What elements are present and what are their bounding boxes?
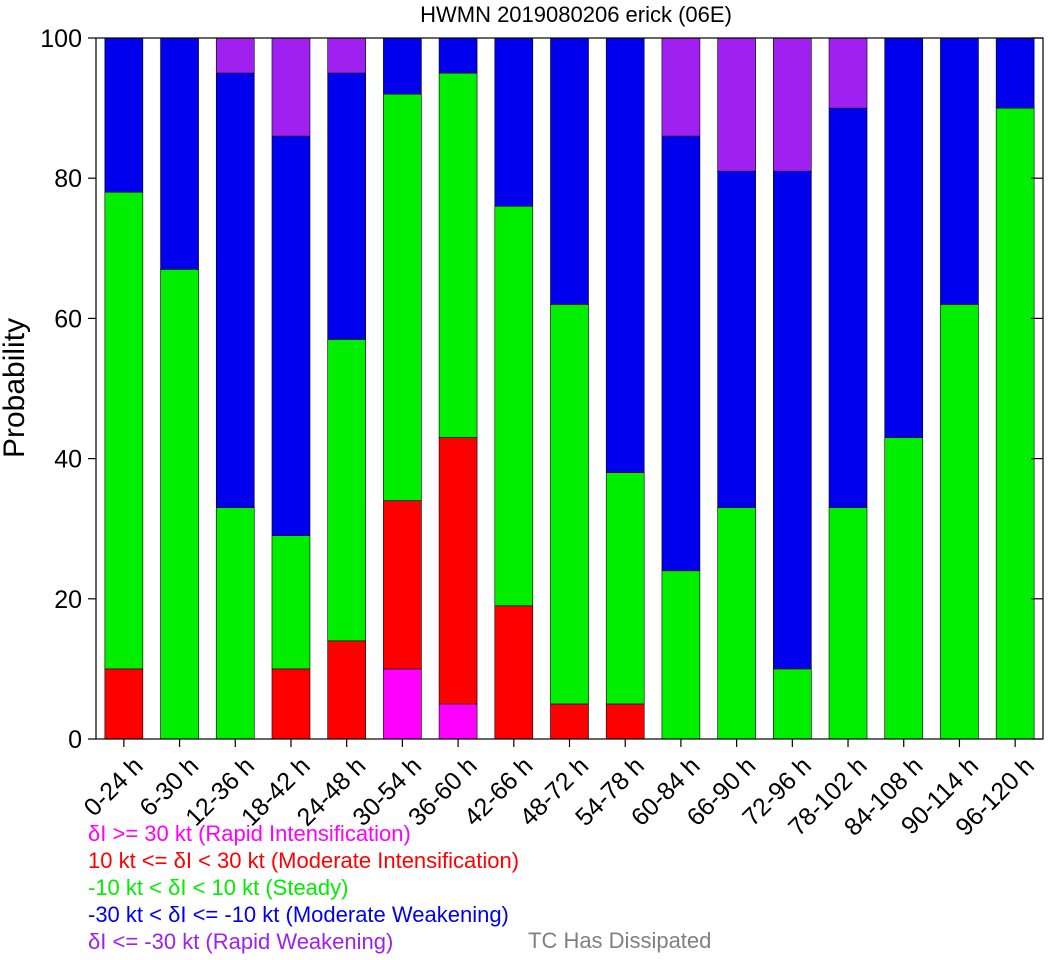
bars-layer <box>104 37 1035 740</box>
bar-segment-54-78-h-s2 <box>605 472 645 705</box>
bar-segment-72-96-h-s4 <box>773 37 812 172</box>
y-tick-label-100: 100 <box>40 25 82 53</box>
legend-item-rapid-weakening: δI <= -30 kt (Rapid Weakening) <box>88 929 394 954</box>
y-tick-label-60: 60 <box>54 305 82 333</box>
y-axis-label: Probability <box>0 318 31 458</box>
bar-segment-24-48-h-s4 <box>327 37 366 74</box>
legend-item-rapid-intensification: δI >= 30 kt (Rapid Intensification) <box>88 821 411 846</box>
bar-segment-90-114-h-s3 <box>940 37 979 305</box>
bar-segment-66-90-h-s2 <box>717 507 756 740</box>
bar-segment-78-102-h-s3 <box>828 107 868 508</box>
bar-segment-24-48-h-s2 <box>327 339 366 642</box>
bar-segment-12-36-h-s3 <box>215 72 255 508</box>
bar-segment-6-30-h-s2 <box>160 269 199 740</box>
bar-segment-18-42-h-s3 <box>271 135 311 537</box>
bar-segment-42-66-h-s3 <box>494 37 534 207</box>
bar-segment-48-72-h-s2 <box>550 304 589 705</box>
bar-segment-60-84-h-s4 <box>661 37 701 137</box>
bar-segment-0-24-h-s3 <box>104 37 144 193</box>
bar-segment-48-72-h-s1 <box>550 703 589 740</box>
bar-segment-66-90-h-s4 <box>717 37 756 172</box>
bar-segment-30-54-h-s1 <box>383 500 422 670</box>
bar-segment-90-114-h-s2 <box>940 304 979 740</box>
bar-segment-0-24-h-s2 <box>104 191 144 670</box>
legend-item-moderate-intensification: 10 kt <= δI < 30 kt (Moderate Intensific… <box>88 848 520 873</box>
bar-segment-36-60-h-s2 <box>438 72 478 438</box>
legend-item-tc-dissipated: TC Has Dissipated <box>528 928 712 953</box>
legend: δI >= 30 kt (Rapid Intensification) 10 k… <box>88 820 519 955</box>
bar-segment-54-78-h-s3 <box>605 37 645 473</box>
bar-segment-48-72-h-s3 <box>550 37 589 305</box>
bar-segment-60-84-h-s3 <box>661 135 701 572</box>
bar-segment-96-120-h-s3 <box>995 37 1035 109</box>
bar-segment-18-42-h-s4 <box>271 37 311 137</box>
bar-segment-84-108-h-s2 <box>884 437 924 740</box>
bar-segment-30-54-h-s0 <box>383 668 422 740</box>
bar-segment-66-90-h-s3 <box>717 170 756 508</box>
y-tick-label-20: 20 <box>54 586 82 614</box>
bar-segment-12-36-h-s2 <box>215 507 255 740</box>
bar-segment-72-96-h-s3 <box>773 170 812 670</box>
bar-segment-30-54-h-s3 <box>383 37 422 95</box>
y-tick-label-40: 40 <box>54 446 82 474</box>
chart-title: HWMN 2019080206 erick (06E) <box>420 2 732 27</box>
bar-segment-72-96-h-s2 <box>773 668 812 740</box>
bar-segment-42-66-h-s2 <box>494 205 534 607</box>
bar-segment-84-108-h-s3 <box>884 37 924 438</box>
bar-segment-36-60-h-s3 <box>438 37 478 74</box>
bar-segment-24-48-h-s3 <box>327 72 366 340</box>
legend-item-moderate-weakening: -30 kt < δI <= -10 kt (Moderate Weakenin… <box>88 902 509 927</box>
bar-segment-78-102-h-s4 <box>828 37 868 109</box>
bar-segment-78-102-h-s2 <box>828 507 868 740</box>
bar-segment-12-36-h-s4 <box>215 37 255 74</box>
bar-segment-30-54-h-s2 <box>383 93 422 501</box>
bar-segment-96-120-h-s2 <box>995 107 1035 740</box>
y-tick-label-80: 80 <box>54 165 82 193</box>
bar-segment-36-60-h-s1 <box>438 437 478 705</box>
bar-segment-0-24-h-s1 <box>104 668 144 740</box>
bar-segment-60-84-h-s2 <box>661 570 701 740</box>
bar-segment-6-30-h-s3 <box>160 37 199 270</box>
legend-item-steady: -10 kt < δI < 10 kt (Steady) <box>88 875 349 900</box>
x-tick-label-0-24-h: 0-24 h <box>79 752 149 822</box>
bar-segment-54-78-h-s1 <box>605 703 645 740</box>
bar-segment-42-66-h-s1 <box>494 605 534 740</box>
bar-segment-24-48-h-s1 <box>327 640 366 740</box>
bar-segment-36-60-h-s0 <box>438 703 478 740</box>
bar-segment-18-42-h-s1 <box>271 668 311 740</box>
bar-segment-18-42-h-s2 <box>271 535 311 670</box>
y-tick-label-0: 0 <box>68 726 82 754</box>
